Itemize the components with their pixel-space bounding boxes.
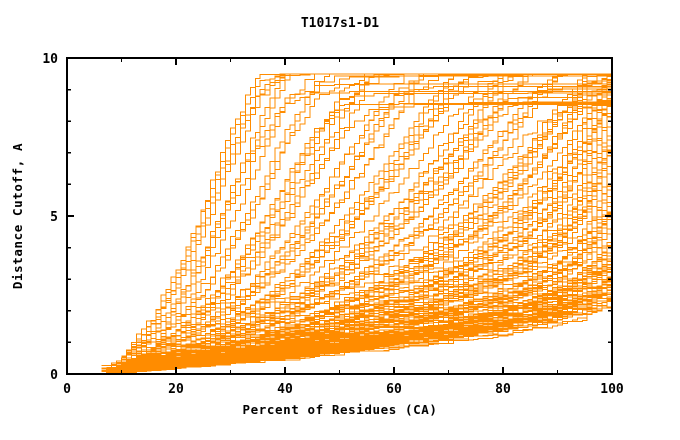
series-line [116,79,613,374]
series-line [111,297,613,375]
series-line [111,126,613,373]
y-tick-label: 10 [42,52,58,67]
tick-label-layer: 0 20 40 60 80 100 0 5 10 [42,52,624,397]
series-line [121,90,612,358]
x-tick-label: 20 [168,382,184,397]
series-line [121,73,612,369]
tick-layer [66,57,613,375]
series-line [126,255,613,375]
x-tick-label: 40 [277,382,293,397]
x-tick-label: 0 [63,382,71,397]
series-line [116,255,612,375]
series-line [101,73,612,370]
page-title: T1017s1-D1 [300,16,380,31]
x-tick-label: 80 [495,382,511,397]
series-line [126,73,613,370]
y-tick-label: 5 [50,210,58,225]
series-line [121,73,612,370]
series-layer [101,73,613,375]
x-tick-label: 60 [386,382,402,397]
y-axis-title: Distance Cutoff, A [10,143,25,289]
series-line [106,296,612,375]
series-line [116,307,612,374]
y-tick-label: 0 [50,368,58,383]
x-tick-label: 100 [600,382,624,397]
x-axis-title: Percent of Residues (CA) [242,402,437,417]
